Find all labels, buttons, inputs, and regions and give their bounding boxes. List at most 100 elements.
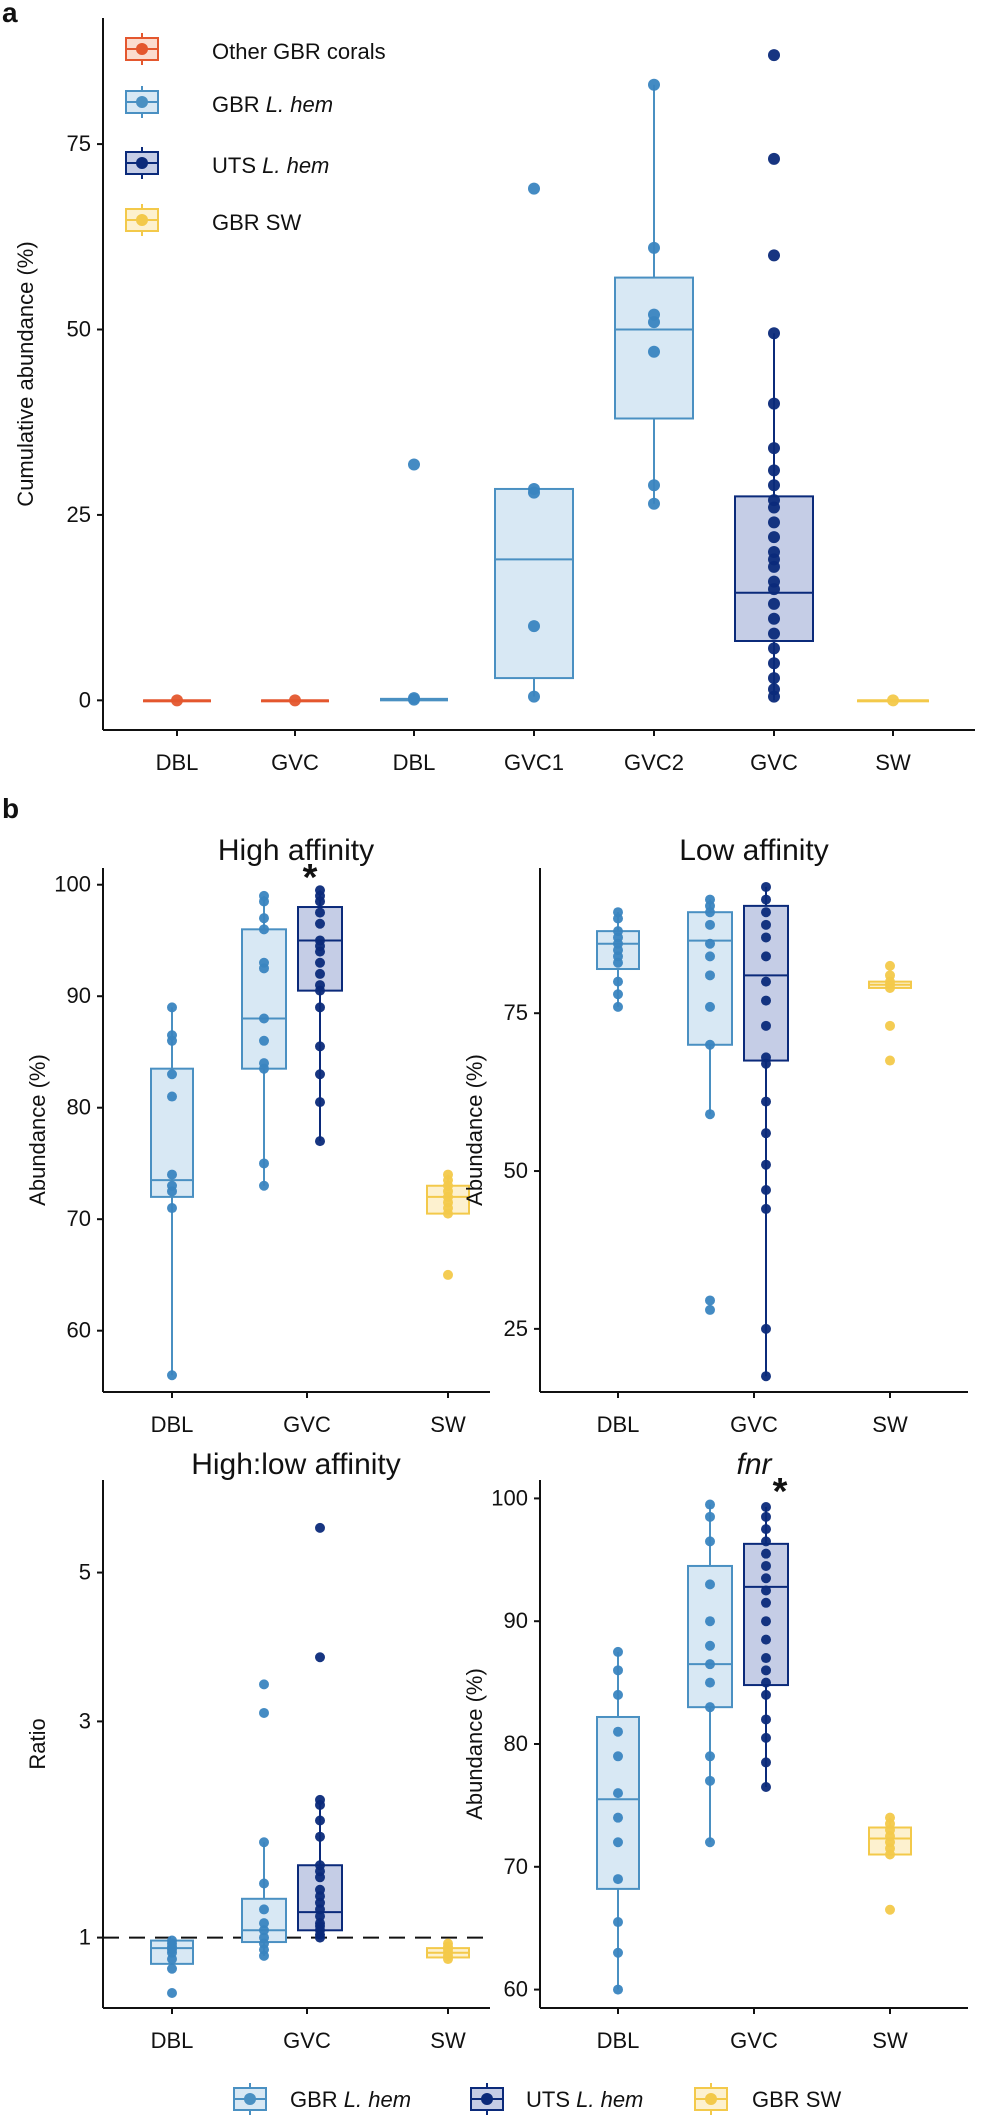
box-uts-gvc <box>734 49 814 703</box>
data-point <box>768 516 780 529</box>
y-axis-label: Abundance (%) <box>25 1054 50 1206</box>
data-point <box>443 1954 453 1965</box>
x-tick-label: GVC <box>750 750 798 775</box>
box-gbr-dbl <box>596 1646 640 1995</box>
legend-a-label-gbr-sw: GBR SW <box>212 210 301 235</box>
data-point <box>315 896 325 907</box>
data-point <box>613 1812 623 1823</box>
data-point <box>768 49 780 62</box>
data-point <box>648 78 660 91</box>
x-tick-label: DBL <box>151 1412 194 1437</box>
data-point <box>648 241 660 254</box>
data-point <box>761 1502 771 1513</box>
y-axis-label: Abundance (%) <box>462 1054 487 1206</box>
data-point <box>259 1837 269 1848</box>
data-point <box>259 924 269 935</box>
legend-a-item-uts-lhem: UTS L. hem <box>125 147 329 179</box>
legend-b-key-gbr-sw <box>694 2083 728 2115</box>
data-point <box>761 1159 771 1170</box>
data-point <box>761 1573 771 1584</box>
data-point <box>259 1925 269 1936</box>
data-point <box>408 693 420 706</box>
data-point <box>613 1646 623 1657</box>
data-point <box>705 1295 715 1306</box>
panel-a-label: a <box>2 0 18 28</box>
data-point <box>761 995 771 1006</box>
data-point <box>167 1370 177 1381</box>
y-tick-label: 100 <box>491 1485 528 1510</box>
data-point <box>315 918 325 929</box>
y-tick-label: 80 <box>67 1095 91 1120</box>
x-tick-label: GVC <box>730 1412 778 1437</box>
significance-star: * <box>773 1471 788 1513</box>
box-iqr <box>596 1715 640 1890</box>
data-point <box>761 1585 771 1596</box>
data-point <box>885 1904 895 1915</box>
box-gbr-gvc1 <box>494 182 574 703</box>
data-point <box>528 620 540 633</box>
data-point <box>761 1511 771 1522</box>
box-gbr-gvc <box>241 1679 287 1961</box>
data-point <box>613 976 623 987</box>
y-tick-label: 60 <box>504 1977 528 2002</box>
data-point <box>761 919 771 930</box>
data-point <box>761 1096 771 1107</box>
panel-high: High affinity 60 70 80 90 100 Abundance (%) DBL… <box>25 834 490 1437</box>
data-point <box>613 1665 623 1676</box>
box-sw-sw <box>426 1938 470 1965</box>
legend-a-key-other <box>125 33 159 65</box>
legend-key-point <box>244 2093 256 2105</box>
data-point <box>705 1304 715 1315</box>
box-uts-gvc <box>297 885 343 1147</box>
y-tick-label: 75 <box>67 131 91 156</box>
data-point <box>761 1560 771 1571</box>
legend-key-point <box>136 157 148 169</box>
y-tick-label: 100 <box>54 872 91 897</box>
data-point <box>705 1775 715 1786</box>
y-tick-label: 25 <box>504 1316 528 1341</box>
y-tick-label: 50 <box>504 1158 528 1183</box>
x-tick-label: GVC1 <box>504 750 564 775</box>
data-point <box>768 583 780 596</box>
data-point <box>315 1002 325 1013</box>
data-point <box>885 960 895 971</box>
data-point <box>443 1208 453 1219</box>
x-tick-label: SW <box>872 2028 908 2053</box>
legend-a-item-other: Other GBR corals <box>125 33 386 65</box>
x-tick-label: SW <box>430 2028 466 2053</box>
x-tick-label: DBL <box>151 2028 194 2053</box>
data-point <box>408 458 420 471</box>
data-point <box>705 938 715 949</box>
legend-a: Other GBR corals GBR L. hem UTS L. hem G… <box>125 33 386 236</box>
x-tick-label: SW <box>430 1412 466 1437</box>
data-point <box>887 694 899 707</box>
data-point <box>613 989 623 1000</box>
data-point <box>648 345 660 358</box>
data-point <box>167 1069 177 1080</box>
data-point <box>768 442 780 455</box>
y-tick-label: 90 <box>504 1608 528 1633</box>
box-gbr-gvc <box>241 890 287 1191</box>
data-point <box>259 1063 269 1074</box>
legend-key-point <box>705 2093 717 2105</box>
y-axis-label: Cumulative abundance (%) <box>13 241 38 506</box>
data-point <box>315 1522 325 1533</box>
data-point <box>315 1799 325 1810</box>
data-point <box>705 970 715 981</box>
data-point <box>761 1714 771 1725</box>
box-iqr <box>241 928 287 1070</box>
data-point <box>613 1984 623 1995</box>
data-point <box>705 1616 715 1627</box>
data-point <box>613 913 623 924</box>
data-point <box>648 479 660 492</box>
box-uts-gvc <box>743 1502 789 1792</box>
y-tick-label: 50 <box>67 317 91 342</box>
data-point <box>761 1058 771 1069</box>
data-point <box>315 1136 325 1147</box>
data-point <box>705 1536 715 1547</box>
data-point <box>761 932 771 943</box>
box-uts-gvc <box>297 1522 343 1943</box>
data-point <box>761 1524 771 1535</box>
data-point <box>761 1689 771 1700</box>
